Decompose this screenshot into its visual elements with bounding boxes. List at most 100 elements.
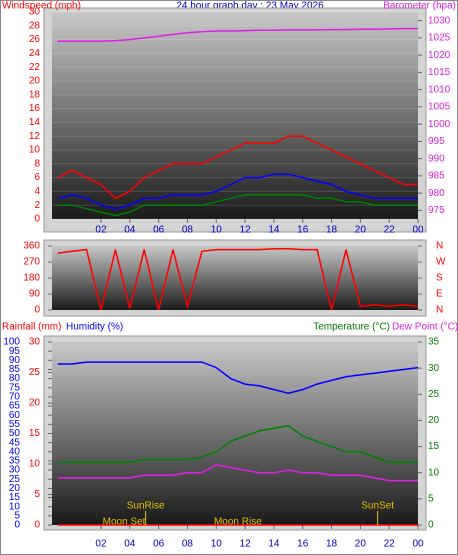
y2-tick-label: 1015: [428, 67, 451, 78]
y-tick-label: 8: [34, 158, 40, 169]
y2-tick-label: 1000: [428, 119, 451, 130]
x-tick-label: 14: [268, 225, 280, 236]
x-tick-label: 14: [268, 539, 280, 550]
y-tick-label: 0: [34, 305, 40, 316]
y-tick-label: 2: [34, 200, 40, 211]
y-tick-label: 180: [23, 273, 40, 284]
plot-area: [52, 342, 418, 525]
x-tick-label: 12: [240, 539, 252, 550]
y2-tick-label: 1010: [428, 84, 451, 95]
axis-label: Humidity (%): [66, 322, 123, 333]
chart-title: 24 hour graph day : 23 May 2026: [176, 1, 324, 12]
y2-tick-label: 35: [428, 337, 440, 348]
y-tick-label: 6: [34, 172, 40, 183]
x-tick-label: 18: [326, 225, 338, 236]
axis-label: Rainfall (mm): [2, 322, 61, 333]
plot-area: [52, 12, 418, 219]
x-tick-label: 18: [326, 539, 338, 550]
y-tick-label: 70: [9, 392, 21, 403]
y-tick-label: 22: [29, 62, 41, 73]
x-tick-label: 16: [297, 225, 309, 236]
y-tick-label: 75: [9, 382, 21, 393]
x-tick-label: 04: [124, 539, 136, 550]
y2-tick-label: 15: [428, 441, 440, 452]
x-tick-label: 12: [240, 225, 252, 236]
y-tick-label: 20: [9, 483, 21, 494]
y-tick-label: 100: [3, 337, 20, 348]
x-tick-label: 20: [355, 539, 367, 550]
x-tick-label: 22: [384, 539, 396, 550]
y-tick-label: 16: [29, 103, 41, 114]
y3-tick-label: 30: [29, 337, 41, 348]
y2-tick-label: E: [436, 289, 443, 300]
series-line: [57, 173, 418, 210]
plot-area: [52, 246, 418, 310]
y2-tick-label: 1020: [428, 50, 451, 61]
series-line: [57, 464, 418, 482]
y-tick-label: 20: [29, 76, 41, 87]
y-tick-label: 0: [14, 520, 20, 531]
y2-tick-label: N: [436, 305, 443, 316]
event-label: Moon Rise: [214, 517, 262, 528]
axis-label: Temperature (°C): [313, 322, 390, 333]
y2-tick-label: W: [436, 257, 446, 268]
series-line: [57, 361, 419, 394]
y-tick-label: 30: [9, 465, 21, 476]
y-tick-label: 65: [9, 401, 21, 412]
y-tick-label: 12: [29, 131, 41, 142]
y2-tick-label: 25: [428, 389, 440, 400]
y2-tick-label: 30: [428, 363, 440, 374]
y2-tick-label: 1030: [428, 15, 451, 26]
event-label: SunSet: [361, 501, 394, 512]
y2-tick-label: S: [436, 273, 443, 284]
y-tick-label: 10: [9, 501, 21, 512]
y-tick-label: 95: [9, 346, 21, 357]
x-tick-label: 06: [153, 539, 165, 550]
x-tick-label: 16: [297, 539, 309, 550]
y3-tick-label: 5: [34, 489, 40, 500]
y-tick-label: 80: [9, 373, 21, 384]
x-tick-label: 04: [124, 225, 136, 236]
series-line: [57, 27, 418, 43]
y-tick-label: 50: [9, 428, 21, 439]
x-tick-label: 08: [182, 225, 194, 236]
x-tick-label: 02: [95, 225, 107, 236]
y-tick-label: 90: [9, 355, 21, 366]
y-tick-label: 18: [29, 89, 41, 100]
axis-label: Dew Point (°C): [392, 322, 458, 333]
x-tick-label: 08: [182, 539, 194, 550]
y-tick-label: 360: [23, 241, 40, 252]
y2-tick-label: 975: [428, 205, 445, 216]
y3-tick-label: 20: [29, 398, 41, 409]
y-tick-label: 25: [9, 474, 21, 485]
y2-tick-label: 985: [428, 171, 445, 182]
x-tick-label: 20: [355, 225, 367, 236]
y2-tick-label: 995: [428, 136, 445, 147]
y2-tick-label: 990: [428, 153, 445, 164]
y3-tick-label: 10: [29, 459, 41, 470]
y-tick-label: 0: [34, 214, 40, 225]
axis-label: Barometer (hpa): [383, 1, 456, 12]
x-tick-label: 00: [412, 539, 424, 550]
x-tick-label: 10: [211, 225, 223, 236]
y2-tick-label: N: [436, 241, 443, 252]
x-tick-label: 10: [211, 539, 223, 550]
y2-tick-label: 1005: [428, 102, 451, 113]
axis-label: Windspeed (mph): [2, 1, 81, 12]
y-tick-label: 5: [14, 510, 20, 521]
y-tick-label: 26: [29, 34, 41, 45]
event-label: Moon Set: [103, 517, 146, 528]
y3-tick-label: 0: [34, 520, 40, 531]
y3-tick-label: 25: [29, 367, 41, 378]
y-tick-label: 14: [29, 117, 41, 128]
series-line: [57, 424, 418, 464]
y-tick-label: 15: [9, 492, 21, 503]
event-label: SunRise: [127, 501, 165, 512]
y-tick-label: 35: [9, 456, 21, 467]
y-tick-label: 40: [9, 446, 21, 457]
series-line: [57, 135, 418, 200]
y-tick-label: 45: [9, 437, 21, 448]
y-tick-label: 270: [23, 257, 40, 268]
y2-tick-label: 1025: [428, 33, 451, 44]
